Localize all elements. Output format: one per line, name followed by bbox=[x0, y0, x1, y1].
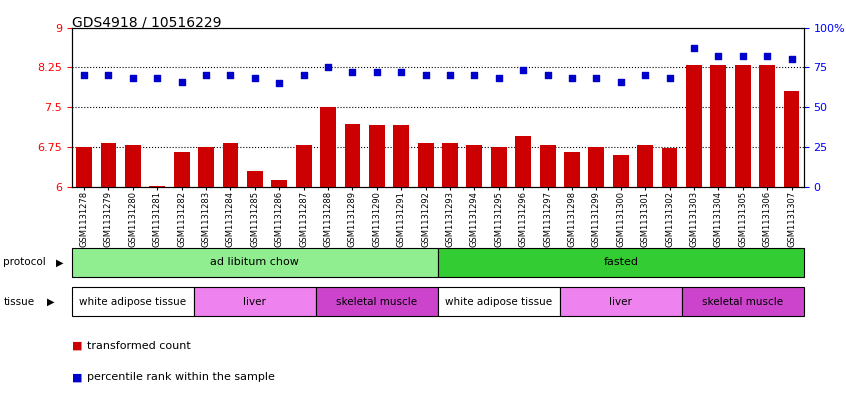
Point bbox=[785, 56, 799, 62]
Point bbox=[102, 72, 115, 78]
Bar bbox=[564, 152, 580, 187]
Bar bbox=[637, 145, 653, 187]
Bar bbox=[735, 64, 750, 187]
Bar bbox=[783, 91, 799, 187]
Point bbox=[297, 72, 310, 78]
Bar bbox=[437, 287, 560, 316]
Bar bbox=[560, 287, 682, 316]
Bar bbox=[662, 148, 678, 187]
Bar bbox=[72, 248, 437, 277]
Text: white adipose tissue: white adipose tissue bbox=[445, 297, 552, 307]
Point bbox=[346, 69, 360, 75]
Bar bbox=[466, 145, 482, 187]
Point bbox=[590, 75, 603, 82]
Bar bbox=[194, 287, 316, 316]
Bar bbox=[296, 145, 311, 187]
Text: tissue: tissue bbox=[3, 297, 35, 307]
Bar bbox=[711, 64, 726, 187]
Text: skeletal muscle: skeletal muscle bbox=[336, 297, 417, 307]
Text: protocol: protocol bbox=[3, 257, 47, 267]
Point bbox=[200, 72, 213, 78]
Text: liver: liver bbox=[244, 297, 266, 307]
Text: percentile rank within the sample: percentile rank within the sample bbox=[87, 372, 275, 382]
Point bbox=[394, 69, 408, 75]
Bar bbox=[272, 180, 287, 187]
Text: skeletal muscle: skeletal muscle bbox=[702, 297, 783, 307]
Text: ■: ■ bbox=[72, 341, 82, 351]
Text: ad libitum chow: ad libitum chow bbox=[211, 257, 299, 267]
Point bbox=[639, 72, 652, 78]
Point bbox=[565, 75, 579, 82]
Bar bbox=[759, 64, 775, 187]
Bar bbox=[418, 143, 433, 187]
Point bbox=[736, 53, 750, 59]
Text: GDS4918 / 10516229: GDS4918 / 10516229 bbox=[72, 16, 222, 30]
Bar bbox=[344, 124, 360, 187]
Bar bbox=[682, 287, 804, 316]
Point bbox=[468, 72, 481, 78]
Point bbox=[443, 72, 457, 78]
Bar bbox=[101, 143, 117, 187]
Text: ▶: ▶ bbox=[47, 297, 54, 307]
Point bbox=[248, 75, 261, 82]
Bar bbox=[198, 147, 214, 187]
Bar bbox=[437, 248, 804, 277]
Point bbox=[272, 80, 286, 86]
Text: ■: ■ bbox=[72, 372, 82, 382]
Bar bbox=[589, 147, 604, 187]
Bar bbox=[320, 107, 336, 187]
Point bbox=[614, 79, 628, 85]
Bar bbox=[491, 147, 507, 187]
Bar bbox=[540, 145, 556, 187]
Bar bbox=[125, 145, 140, 187]
Bar bbox=[686, 64, 702, 187]
Point bbox=[419, 72, 432, 78]
Bar bbox=[173, 152, 190, 187]
Text: white adipose tissue: white adipose tissue bbox=[80, 297, 186, 307]
Bar bbox=[247, 171, 263, 187]
Point bbox=[151, 75, 164, 82]
Bar bbox=[613, 155, 629, 187]
Point bbox=[321, 64, 335, 70]
Bar bbox=[72, 287, 194, 316]
Text: ▶: ▶ bbox=[56, 257, 63, 267]
Point bbox=[492, 75, 506, 82]
Bar bbox=[222, 143, 239, 187]
Bar bbox=[369, 125, 385, 187]
Bar bbox=[393, 125, 409, 187]
Point bbox=[761, 53, 774, 59]
Point bbox=[516, 67, 530, 73]
Point bbox=[370, 69, 383, 75]
Point bbox=[77, 72, 91, 78]
Point bbox=[687, 45, 700, 51]
Point bbox=[711, 53, 725, 59]
Point bbox=[541, 72, 554, 78]
Bar bbox=[515, 136, 531, 187]
Bar bbox=[442, 143, 458, 187]
Point bbox=[662, 75, 676, 82]
Point bbox=[126, 75, 140, 82]
Bar bbox=[316, 287, 438, 316]
Text: fasted: fasted bbox=[603, 257, 638, 267]
Point bbox=[223, 72, 237, 78]
Point bbox=[175, 79, 189, 85]
Bar bbox=[76, 147, 92, 187]
Bar bbox=[150, 186, 165, 187]
Text: transformed count: transformed count bbox=[87, 341, 191, 351]
Text: liver: liver bbox=[609, 297, 632, 307]
